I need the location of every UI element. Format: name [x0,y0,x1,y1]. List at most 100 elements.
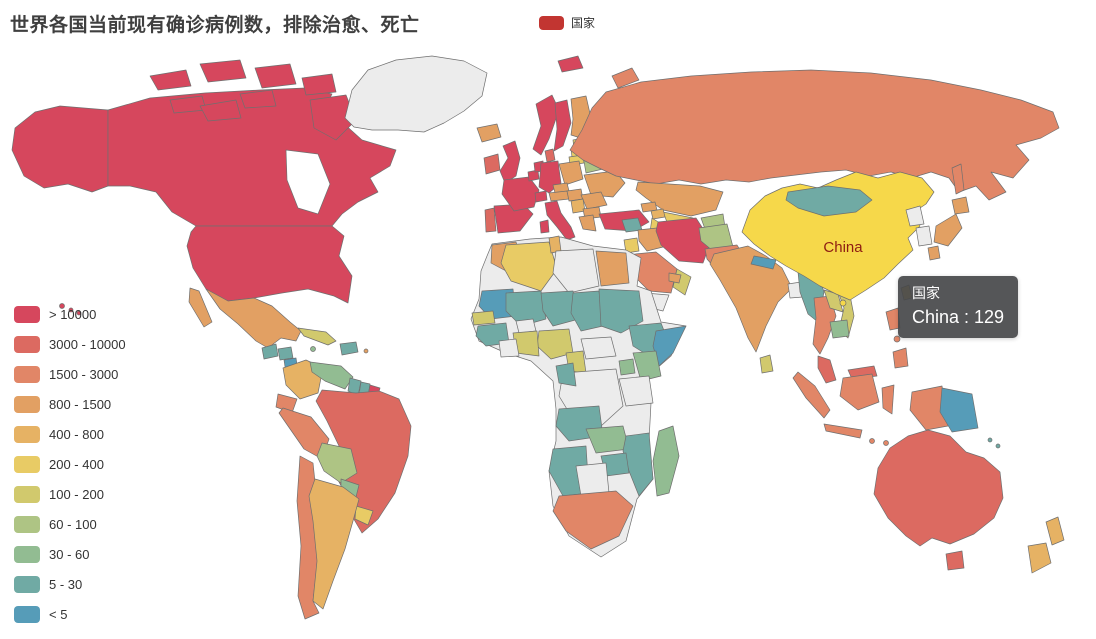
region-azerbaijan[interactable] [650,208,666,220]
region-ivory-coast[interactable] [498,338,520,358]
region-hispaniola[interactable] [339,341,359,356]
region-taiwan[interactable] [900,284,913,301]
visual-map-item-3[interactable]: 1500 - 3000 [14,366,126,383]
region-austria[interactable] [548,190,570,202]
region-poland[interactable] [558,160,584,186]
region-mongolia[interactable] [785,185,873,217]
region-hawaii-3[interactable] [76,310,82,316]
region-nz-north[interactable] [1045,516,1065,546]
region-kazakhstan[interactable] [635,181,724,217]
region-south-africa[interactable] [552,490,634,550]
region-libya[interactable] [552,248,600,294]
region-uganda[interactable] [618,358,636,376]
region-kenya[interactable] [632,350,662,382]
region-baffin[interactable] [309,94,357,141]
region-hokkaido[interactable] [951,196,970,215]
region-tasmania[interactable] [945,550,965,571]
region-kyushu[interactable] [927,245,941,261]
region-north-korea[interactable] [905,205,925,227]
region-arctic-2[interactable] [199,59,247,83]
region-madagascar[interactable] [652,425,680,497]
region-uk[interactable] [499,140,521,184]
region-ireland[interactable] [483,153,501,175]
region-somalia[interactable] [652,325,687,367]
region-gabon[interactable] [555,362,577,387]
region-cambodia[interactable] [829,319,850,339]
region-switzerland[interactable] [534,190,548,203]
region-uae[interactable] [668,272,682,284]
region-serbia[interactable] [570,198,586,214]
region-png[interactable] [939,387,979,433]
region-australia[interactable] [873,429,1004,547]
region-bolivia[interactable] [316,442,358,484]
region-venezuela[interactable] [309,361,354,390]
region-tunisia[interactable] [548,235,562,254]
region-iceland[interactable] [476,123,502,143]
region-java[interactable] [823,423,863,439]
region-mindanao[interactable] [892,347,909,369]
region-argentina[interactable] [308,478,360,610]
region-egypt[interactable] [595,250,630,287]
region-peru[interactable] [278,407,330,460]
region-arctic-4[interactable] [301,73,337,96]
region-honduras[interactable] [277,346,294,361]
region-borneo[interactable] [839,373,880,411]
visual-map-item-2[interactable]: 3000 - 10000 [14,336,126,353]
region-honshu[interactable] [933,213,963,247]
region-nepal[interactable] [750,255,777,270]
region-brazil[interactable] [315,389,412,534]
region-sri-lanka[interactable] [759,354,774,374]
region-india[interactable] [709,245,793,353]
region-puerto-rico[interactable] [363,348,369,354]
region-novaya-zemlya[interactable] [611,67,640,89]
region-papua-id[interactable] [909,385,949,431]
region-niger[interactable] [540,290,580,327]
region-sunda-2[interactable] [883,440,889,446]
region-russia[interactable] [569,69,1060,201]
visual-map-item-10[interactable]: 5 - 30 [14,576,126,593]
region-botswana[interactable] [575,462,610,497]
series-legend[interactable]: 国家 [539,14,595,31]
visual-map-item-11[interactable]: < 5 [14,606,126,623]
region-hainan[interactable] [839,299,847,307]
region-arctic-1[interactable] [149,69,192,91]
region-chad[interactable] [570,290,604,332]
region-denmark[interactable] [544,148,556,163]
region-arctic-5[interactable] [239,89,277,109]
region-hawaii-2[interactable] [68,307,74,313]
region-sakhalin[interactable] [951,163,965,195]
region-portugal[interactable] [484,207,497,233]
region-uruguay[interactable] [354,505,374,526]
region-tanzania[interactable] [618,375,654,407]
region-guinea[interactable] [475,322,510,347]
region-iran[interactable] [655,217,712,264]
region-usa-main[interactable] [186,225,353,304]
region-solomon-1[interactable] [987,437,993,443]
region-greenland[interactable] [344,55,488,133]
region-baja[interactable] [188,287,213,328]
region-italy[interactable] [544,200,576,241]
region-arctic-3[interactable] [254,63,297,89]
region-sulawesi[interactable] [881,384,895,415]
visual-map-item-7[interactable]: 100 - 200 [14,486,126,503]
visual-map-item-1[interactable]: > 10000 [14,306,126,323]
visual-map-item-8[interactable]: 60 - 100 [14,516,126,533]
region-mozambique[interactable] [622,432,654,497]
region-jamaica[interactable] [310,346,316,352]
region-romania[interactable] [580,191,608,210]
region-nz-south[interactable] [1027,542,1052,574]
visual-map-item-5[interactable]: 400 - 800 [14,426,126,443]
region-south-korea[interactable] [915,225,933,247]
region-solomon-2[interactable] [995,443,1001,449]
region-jordan[interactable] [623,237,640,254]
visual-map-item-6[interactable]: 200 - 400 [14,456,126,473]
region-norway[interactable] [532,94,560,156]
region-car[interactable] [580,336,617,360]
region-cuba[interactable] [297,327,337,346]
region-sumatra[interactable] [792,371,831,419]
visual-map-item-4[interactable]: 800 - 1500 [14,396,126,413]
region-luzon[interactable] [885,307,901,331]
region-sunda-1[interactable] [869,438,875,444]
region-sardinia[interactable] [539,219,550,234]
